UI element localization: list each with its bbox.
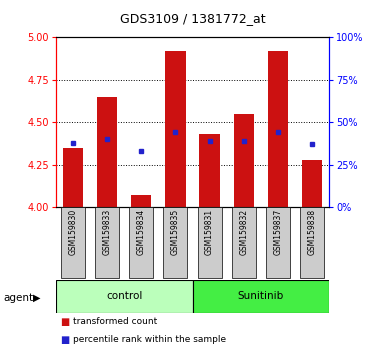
Text: transformed count: transformed count (73, 317, 157, 326)
Bar (95, 207, 119, 278)
Text: ▶: ▶ (33, 293, 40, 303)
Bar (63, 148, 83, 207)
Bar (300, 207, 324, 278)
Text: GSM159835: GSM159835 (171, 209, 180, 256)
Bar (56, 280, 192, 313)
Bar (268, 51, 288, 207)
Text: Sunitinib: Sunitinib (238, 291, 284, 302)
Bar (192, 280, 329, 313)
Bar (302, 160, 322, 207)
Text: ■: ■ (60, 317, 69, 327)
Text: GSM159837: GSM159837 (273, 209, 283, 256)
Bar (165, 51, 186, 207)
Text: GSM159830: GSM159830 (69, 209, 77, 256)
Bar (61, 207, 85, 278)
Bar (198, 207, 221, 278)
Bar (199, 134, 220, 207)
Text: GSM159838: GSM159838 (308, 209, 316, 255)
Text: agent: agent (4, 293, 34, 303)
Bar (233, 114, 254, 207)
Bar (129, 207, 153, 278)
Bar (232, 207, 256, 278)
Bar (97, 97, 117, 207)
Text: GSM159834: GSM159834 (137, 209, 146, 256)
Bar (131, 195, 152, 207)
Text: GSM159833: GSM159833 (102, 209, 112, 256)
Text: GSM159831: GSM159831 (205, 209, 214, 255)
Text: percentile rank within the sample: percentile rank within the sample (73, 335, 226, 343)
Text: control: control (106, 291, 142, 302)
Bar (266, 207, 290, 278)
Text: GDS3109 / 1381772_at: GDS3109 / 1381772_at (120, 12, 265, 25)
Text: ■: ■ (60, 335, 69, 344)
Bar (164, 207, 187, 278)
Text: GSM159832: GSM159832 (239, 209, 248, 255)
